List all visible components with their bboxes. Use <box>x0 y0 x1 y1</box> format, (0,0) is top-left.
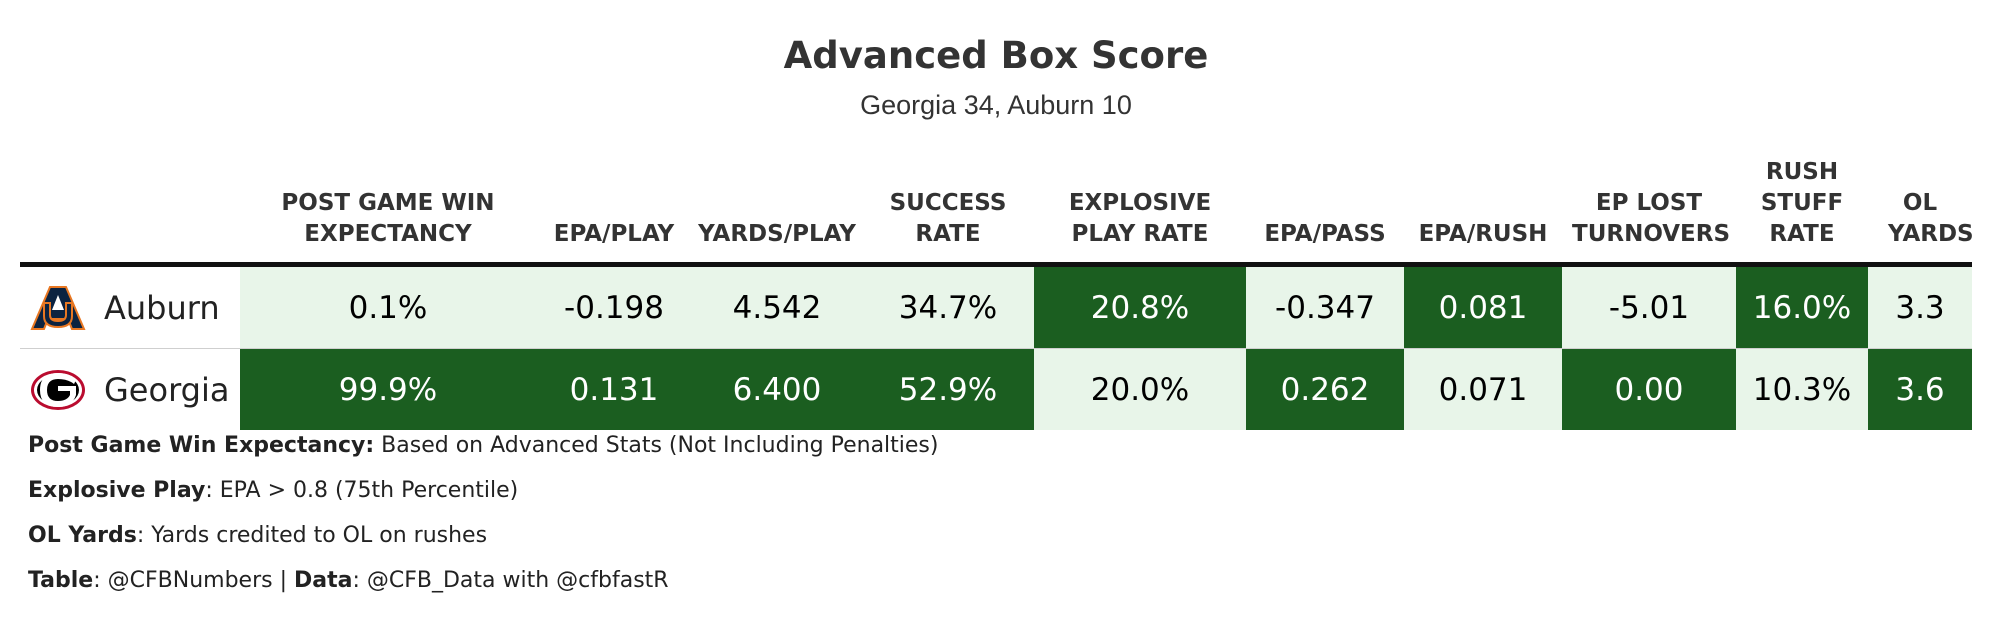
column-header: RUSH STUFF RATE <box>1736 140 1868 267</box>
footnote: OL Yards: Yards credited to OL on rushes <box>28 520 938 565</box>
team-name: Georgia <box>104 370 230 409</box>
table-row: Auburn 0.1% -0.198 4.542 34.7% 20.8% -0.347 0.0… <box>20 264 1972 349</box>
footnote-text: : Yards credited to OL on rushes <box>136 523 488 548</box>
footnote-label: Table <box>28 568 94 593</box>
value-cell-yards_play: 6.400 <box>692 348 862 430</box>
column-header: EPA/PASS <box>1246 140 1404 267</box>
column-header: SUCCESS RATE <box>862 140 1034 267</box>
team-cell: Georgia <box>20 349 240 431</box>
value-cell-stuff: 16.0% <box>1736 264 1868 349</box>
column-header: EP LOST TURNOVERS <box>1562 140 1736 267</box>
chart-title: Advanced Box Score <box>783 34 1209 77</box>
chart-subtitle: Georgia 34, Auburn 10 <box>860 90 1132 120</box>
header-row: POST GAME WIN EXPECTANCY EPA/PLAY YARDS/… <box>20 140 1974 267</box>
value-cell-yards_play: 4.542 <box>692 264 862 349</box>
footnote: Post Game Win Expectancy: Based on Advan… <box>28 430 938 475</box>
table-row: Georgia 99.9% 0.131 6.400 52.9% 20.0% 0.262 0.0… <box>20 348 1972 431</box>
value-cell-wp: 99.9% <box>240 348 536 430</box>
column-header: EPA/PLAY <box>536 140 692 267</box>
auburn-logo-icon <box>28 283 88 333</box>
column-header: EPA/RUSH <box>1404 140 1562 267</box>
footnote: Explosive Play: EPA > 0.8 (75th Percenti… <box>28 475 938 520</box>
footnote-text: : EPA > 0.8 (75th Percentile) <box>205 478 519 503</box>
column-header: YARDS/PLAY <box>692 140 862 267</box>
column-header: POST GAME WIN EXPECTANCY <box>240 140 536 267</box>
value-cell-ol: 3.6 <box>1868 348 1972 430</box>
box-score-table: POST GAME WIN EXPECTANCY EPA/PLAY YARDS/… <box>20 140 1974 431</box>
value-cell-explosive: 20.8% <box>1034 264 1246 349</box>
footnote-label: Explosive Play <box>28 478 206 503</box>
footnote: Table: @CFBNumbers | Data: @CFB_Data wit… <box>28 565 938 610</box>
value-cell-success: 34.7% <box>862 264 1034 349</box>
value-cell-stuff: 10.3% <box>1736 348 1868 430</box>
column-header: EXPLOSIVE PLAY RATE <box>1034 140 1246 267</box>
footnote-text: : @CFB_Data with @cfbfastR <box>352 568 669 593</box>
footnote-text: : @CFBNumbers | <box>93 568 294 593</box>
value-cell-ep_lost: -5.01 <box>1562 264 1736 349</box>
team-cell: Auburn <box>20 264 240 349</box>
value-cell-epa_pass: 0.262 <box>1246 348 1404 430</box>
footnote-label: Data <box>293 568 353 593</box>
footnote-text: Based on Advanced Stats (Not Including P… <box>374 433 939 458</box>
value-cell-epa_rush: 0.081 <box>1404 264 1562 349</box>
team-name: Auburn <box>104 288 220 327</box>
column-header: OL YARDS <box>1868 140 1974 267</box>
footnote-label: Post Game Win Expectancy: <box>28 433 375 458</box>
value-cell-ep_lost: 0.00 <box>1562 348 1736 430</box>
footnote-label: OL Yards <box>28 523 137 548</box>
value-cell-epa_play: 0.131 <box>536 348 692 430</box>
value-cell-epa_rush: 0.071 <box>1404 348 1562 430</box>
georgia-logo-icon <box>28 365 88 415</box>
footnotes: Post Game Win Expectancy: Based on Advan… <box>28 430 938 610</box>
value-cell-epa_pass: -0.347 <box>1246 264 1404 349</box>
value-cell-success: 52.9% <box>862 348 1034 430</box>
value-cell-wp: 0.1% <box>240 264 536 349</box>
value-cell-epa_play: -0.198 <box>536 264 692 349</box>
team-column-header <box>20 140 240 267</box>
value-cell-ol: 3.3 <box>1868 264 1972 349</box>
value-cell-explosive: 20.0% <box>1034 348 1246 430</box>
